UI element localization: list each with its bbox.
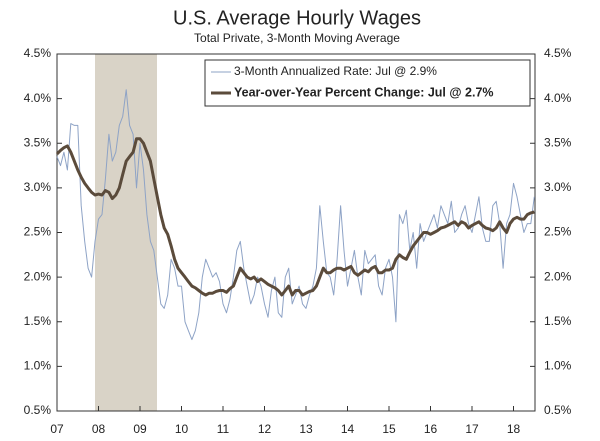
chart-subtitle: Total Private, 3-Month Moving Average bbox=[194, 31, 400, 45]
x-tick-label: 13 bbox=[299, 422, 313, 436]
y2-tick-label: 3.5% bbox=[544, 135, 572, 149]
x-tick-label: 08 bbox=[92, 422, 106, 436]
x-tick-label: 16 bbox=[424, 422, 438, 436]
x-tick-label: 14 bbox=[341, 422, 355, 436]
y-tick-label: 1.0% bbox=[24, 359, 52, 373]
x-tick-label: 11 bbox=[217, 422, 230, 436]
y2-tick-label: 2.0% bbox=[544, 269, 572, 283]
y2-tick-label: 4.5% bbox=[544, 46, 572, 60]
series-line bbox=[55, 137, 535, 297]
legend-label: 3-Month Annualized Rate: Jul @ 2.9% bbox=[234, 64, 437, 78]
y-tick-label: 3.0% bbox=[24, 180, 52, 194]
x-tick-label: 07 bbox=[50, 422, 64, 436]
y-tick-label: 2.0% bbox=[24, 269, 52, 283]
x-tick-label: 18 bbox=[507, 422, 521, 436]
series-line bbox=[56, 89, 535, 341]
y2-tick-label: 3.0% bbox=[544, 180, 572, 194]
y-tick-label: 1.5% bbox=[24, 314, 52, 328]
chart-title: U.S. Average Hourly Wages bbox=[173, 7, 421, 29]
y-tick-label: 0.5% bbox=[24, 403, 52, 417]
y2-tick-label: 1.0% bbox=[544, 359, 572, 373]
legend-box bbox=[204, 59, 531, 107]
y2-tick-label: 1.5% bbox=[544, 314, 572, 328]
x-tick-label: 15 bbox=[382, 422, 396, 436]
y-tick-label: 2.5% bbox=[24, 225, 52, 239]
y-tick-label: 4.5% bbox=[24, 46, 52, 60]
y2-tick-label: 4.0% bbox=[544, 91, 572, 105]
x-tick-label: 09 bbox=[133, 422, 147, 436]
x-tick-label: 12 bbox=[258, 422, 272, 436]
y2-tick-label: 0.5% bbox=[544, 403, 572, 417]
recession-shading bbox=[95, 54, 157, 411]
y-tick-label: 3.5% bbox=[24, 135, 52, 149]
y2-tick-label: 2.5% bbox=[544, 225, 572, 239]
legend-label: Year-over-Year Percent Change: Jul @ 2.7… bbox=[234, 85, 494, 99]
x-tick-label: 17 bbox=[465, 422, 479, 436]
x-tick-label: 10 bbox=[175, 422, 189, 436]
y-tick-label: 4.0% bbox=[24, 91, 52, 105]
